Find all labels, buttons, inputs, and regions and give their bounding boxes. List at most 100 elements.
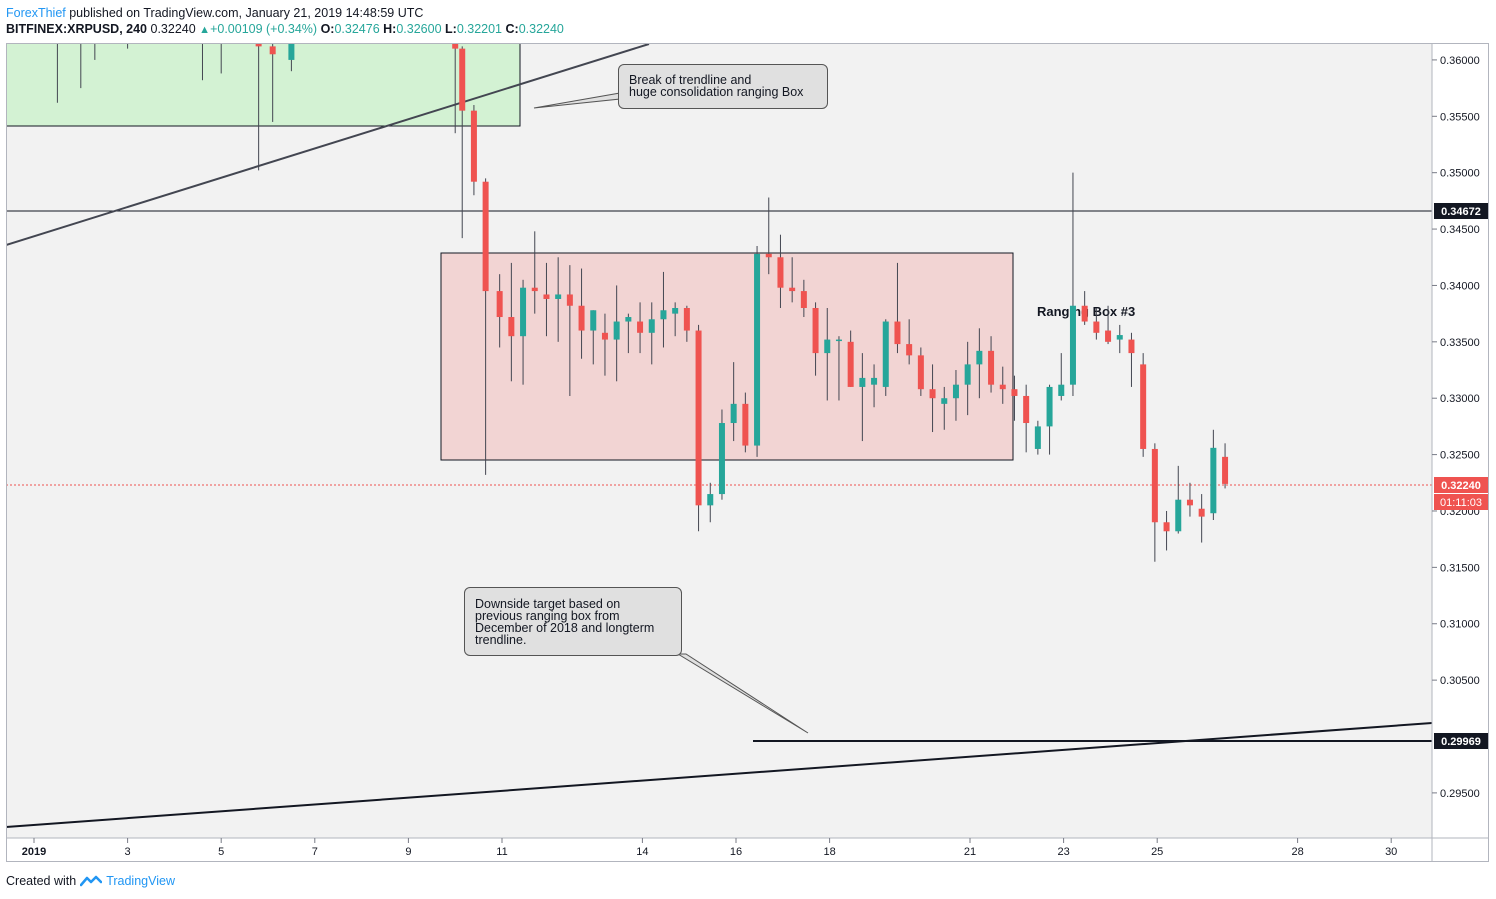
candle[interactable] [730, 362, 737, 442]
candle[interactable] [1222, 443, 1229, 489]
green-ranging-box[interactable] [6, 43, 521, 127]
ohlc-legend: BITFINEX:XRPUSD, 240 0.32240 ▲+0.00109 (… [6, 21, 564, 38]
candle[interactable] [824, 308, 831, 401]
candle[interactable] [906, 319, 913, 365]
candle[interactable] [1105, 305, 1112, 345]
candle[interactable] [777, 234, 784, 308]
candle[interactable] [894, 262, 901, 354]
callout-downside-target[interactable]: Downside target based on previous rangin… [464, 587, 682, 656]
candle[interactable] [531, 231, 538, 314]
candle[interactable] [601, 313, 608, 376]
candle[interactable] [718, 409, 725, 500]
candle[interactable] [452, 43, 459, 134]
candle-body [707, 494, 714, 506]
candle[interactable] [1023, 384, 1030, 453]
candle[interactable] [288, 43, 295, 72]
candle[interactable] [578, 268, 585, 359]
candle[interactable] [988, 336, 995, 393]
candle-body [288, 43, 295, 60]
candle[interactable] [882, 319, 889, 396]
candle[interactable] [847, 330, 854, 387]
candle[interactable] [625, 313, 632, 354]
tradingview-brand-link[interactable]: TradingView [106, 874, 175, 888]
symbol-label[interactable]: BITFINEX:XRPUSD, 240 [6, 22, 148, 36]
author-link[interactable]: ForexThief [6, 6, 66, 20]
candle[interactable] [859, 353, 866, 442]
candle[interactable] [459, 46, 466, 239]
target-price-tag [1434, 733, 1488, 749]
candle[interactable] [800, 279, 807, 318]
candle[interactable] [470, 105, 477, 196]
candle[interactable] [1034, 420, 1041, 455]
candle[interactable] [199, 43, 205, 81]
candle[interactable] [754, 245, 761, 457]
candle[interactable] [1069, 172, 1076, 396]
candle[interactable] [660, 271, 667, 348]
candle[interactable] [1163, 510, 1170, 551]
candle[interactable] [125, 43, 131, 49]
candle[interactable] [683, 305, 690, 342]
candle[interactable] [1116, 324, 1123, 354]
candle[interactable] [508, 262, 515, 382]
price-chart[interactable]: Ranging Box #3 0.360000.355000.350000.34… [6, 43, 1489, 862]
candle[interactable] [1140, 353, 1147, 457]
candle[interactable] [1175, 465, 1182, 534]
candle[interactable] [964, 341, 971, 416]
candle[interactable] [255, 43, 262, 171]
candle[interactable] [520, 279, 527, 385]
candle[interactable] [1058, 353, 1065, 401]
candle[interactable] [999, 366, 1006, 404]
candle-body [847, 341, 854, 387]
last-price-tag [1434, 477, 1488, 493]
candle[interactable] [695, 324, 702, 532]
candle[interactable] [765, 197, 772, 275]
candle[interactable] [812, 302, 819, 376]
candle[interactable] [543, 262, 550, 337]
candle[interactable] [952, 370, 959, 421]
candle[interactable] [929, 364, 936, 433]
open-label: O: [320, 22, 335, 36]
candle[interactable] [835, 336, 842, 401]
price-scale[interactable]: 0.36000 0.35500 0.35000 0.34500 0.34000 0.335… [1432, 55, 1480, 800]
candle[interactable] [672, 302, 679, 337]
candle[interactable] [555, 257, 562, 342]
time-scale[interactable]: 2019 3 5 7 9 11 14 16 18 21 23 25 28 30 [22, 838, 1398, 858]
candle[interactable] [1081, 291, 1088, 325]
candle[interactable] [637, 302, 644, 354]
candle-body [835, 339, 842, 342]
up-triangle-icon: ▲ [199, 24, 211, 36]
candle[interactable] [871, 364, 878, 408]
candle[interactable] [613, 285, 620, 382]
candle-body [648, 319, 655, 333]
candle[interactable] [976, 328, 983, 399]
candle[interactable] [1128, 332, 1135, 387]
candle-body [601, 332, 608, 340]
candle[interactable] [92, 43, 98, 60]
candle[interactable] [566, 265, 573, 396]
candle[interactable] [1198, 494, 1205, 543]
candle[interactable] [482, 178, 489, 475]
candle[interactable] [1011, 375, 1018, 421]
candle[interactable] [1151, 443, 1158, 562]
callout-trendline-break[interactable]: Break of trendline and huge consolidatio… [618, 64, 828, 109]
candle[interactable] [789, 257, 796, 303]
candle[interactable] [1186, 482, 1193, 517]
candle[interactable] [269, 43, 276, 122]
candle[interactable] [496, 274, 503, 348]
candle[interactable] [1046, 384, 1053, 455]
candle[interactable] [1093, 308, 1100, 340]
candle[interactable] [917, 347, 924, 396]
candle[interactable] [941, 386, 948, 430]
ranging-box-3[interactable] [440, 252, 1014, 461]
broken-trendline[interactable] [6, 43, 650, 246]
candle[interactable] [590, 310, 597, 365]
candle-body [1175, 499, 1182, 532]
candle[interactable] [1210, 429, 1217, 520]
candle[interactable] [78, 43, 84, 89]
candle[interactable] [742, 392, 749, 453]
candle[interactable] [707, 482, 714, 523]
candle[interactable] [218, 43, 224, 74]
candle[interactable] [648, 302, 655, 365]
candle-body [459, 48, 466, 111]
candle[interactable] [54, 43, 60, 103]
